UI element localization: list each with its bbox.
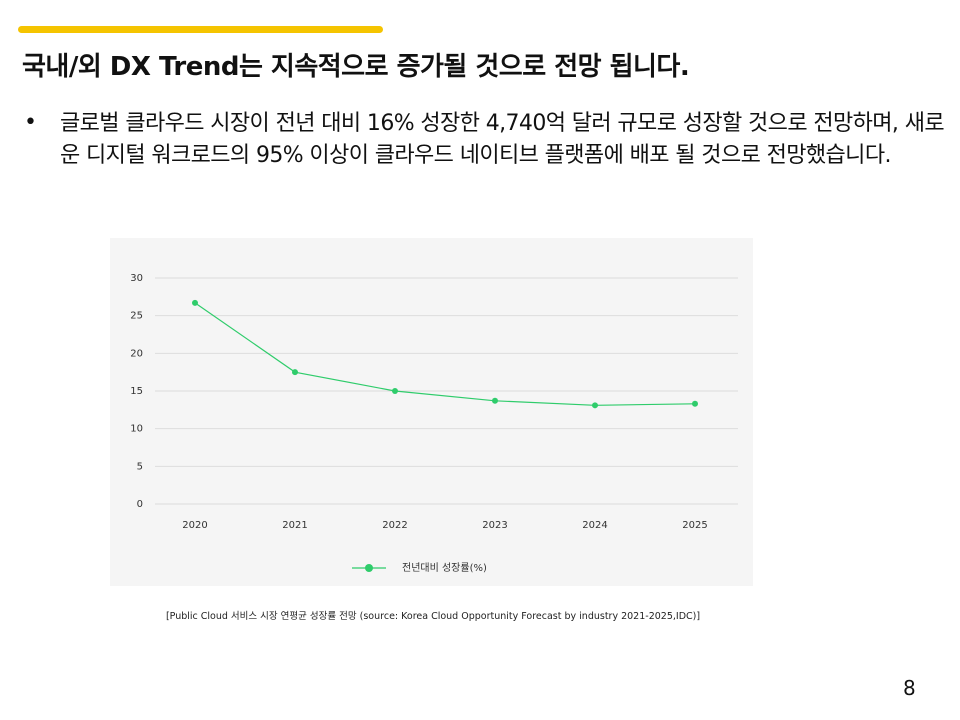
x-tick-label: 2022 [382, 520, 407, 531]
y-tick-label: 5 [137, 461, 143, 472]
data-point [592, 402, 598, 409]
title: 국내/외 DX Trend는 지속적으로 증가될 것으로 전망 됩니다. [22, 52, 690, 82]
y-tick-label: 30 [130, 273, 143, 284]
x-tick-label: 2023 [482, 520, 507, 531]
bullet-dot: • [24, 110, 37, 135]
y-tick-label: 0 [137, 499, 143, 510]
x-tick-label: 2020 [182, 520, 207, 531]
legend-marker [365, 564, 373, 572]
data-point [692, 400, 698, 407]
data-line [194, 302, 696, 406]
caption: [Public Cloud 서비스 시장 연평균 성장률 전망 (source:… [165, 611, 701, 622]
chart-panel [110, 238, 753, 586]
legend-label: 전년대비 성장률(%) [402, 562, 487, 574]
accent-bar [18, 26, 383, 33]
bullet-text: 글로벌 클라우드 시장이 전년 대비 16% 성장한 4,740억 달러 규모로… [60, 111, 945, 168]
data-point [492, 397, 498, 404]
page-number: 8 [903, 676, 916, 700]
y-tick-label: 20 [130, 348, 143, 359]
data-point [392, 388, 398, 394]
data-point [192, 299, 198, 306]
x-tick-label: 2025 [682, 520, 707, 531]
data-point [292, 369, 298, 376]
x-tick-label: 2021 [282, 520, 307, 531]
y-tick-label: 15 [130, 386, 143, 397]
x-tick-label: 2024 [582, 520, 607, 531]
y-tick-label: 10 [130, 424, 143, 435]
y-tick-label: 25 [130, 311, 143, 322]
